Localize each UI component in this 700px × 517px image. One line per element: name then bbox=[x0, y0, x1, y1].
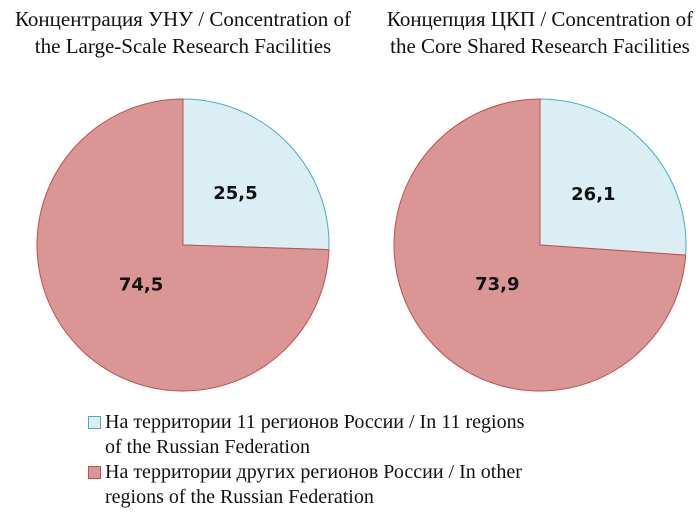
legend-swatch bbox=[88, 466, 101, 479]
legend-label: На территории других регионов России / I… bbox=[105, 461, 522, 508]
legend: На территории 11 регионов России / In 11… bbox=[88, 410, 528, 510]
data-label: 73,9 bbox=[475, 274, 519, 295]
pie-slice bbox=[182, 98, 330, 251]
legend-item: На территории других регионов России / I… bbox=[88, 460, 528, 510]
chart-title: Концепция ЦКП / Concentration of the Cor… bbox=[386, 7, 694, 58]
data-label: 26,1 bbox=[571, 184, 615, 205]
legend-label: На территории 11 регионов России / In 11… bbox=[105, 411, 525, 458]
pie-slice bbox=[393, 98, 687, 392]
pie-slice bbox=[539, 98, 687, 256]
chart-title: Концентрация УНУ / Concentration of the … bbox=[14, 7, 352, 58]
legend-item: На территории 11 регионов России / In 11… bbox=[88, 410, 528, 460]
legend-swatch bbox=[88, 416, 101, 429]
pie-slice bbox=[36, 98, 330, 392]
data-label: 74,5 bbox=[119, 275, 163, 296]
data-label: 25,5 bbox=[213, 183, 257, 204]
